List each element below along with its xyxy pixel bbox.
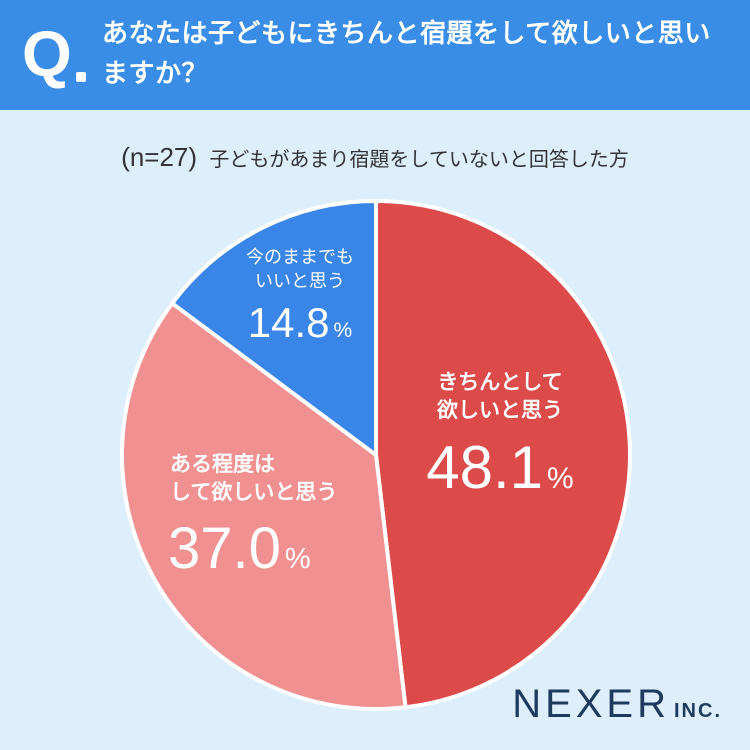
pie-slice-as-is [170,199,378,457]
question-header: Q あなたは子どもにきちんと宿題をして欲しいと思いますか？ [0,0,750,110]
slice-label-strongly: きちんとして 欲しいと思う 48.1% [400,368,600,498]
slice-value: 48.1% [400,438,600,498]
question-text: あなたは子どもにきちんと宿題をして欲しいと思いますか？ [102,19,711,89]
slice-label-line1: ある程度は [170,452,275,476]
sample-text: 子どもがあまり宿題をしていないと回答した方 [209,147,629,171]
nexer-logo: NEXER INC. [512,682,722,727]
slice-value-number: 48.1 [426,434,544,501]
slice-label-line1: 今のままでも [246,247,354,268]
slice-value-unit: % [547,462,574,495]
pie-slice-somewhat [120,301,408,711]
slice-value: 14.8% [210,302,390,344]
sample-size: (n=27) [121,142,198,172]
sample-description: (n=27) 子どもがあまり宿題をしていないと回答した方 [0,142,750,173]
slice-value-number: 37.0 [168,516,281,581]
slice-label-line1: きちんとして [437,370,563,394]
pie-slice-strongly [374,199,632,710]
q-dot [76,72,86,82]
slice-value-unit: % [284,543,311,575]
slice-label-line2: いいと思う [255,271,345,292]
slice-label-line2: して欲しいと思う [170,480,338,504]
slice-value-number: 14.8 [247,299,330,346]
slice-value-unit: % [333,319,353,342]
q-mark: Q [22,18,72,90]
logo-inc: INC. [674,700,722,722]
slice-label-line2: 欲しいと思う [437,398,563,422]
slice-label-as-is: 今のままでも いいと思う 14.8% [210,246,390,344]
logo-main: NEXER [512,682,670,726]
slice-value: 37.0% [150,520,390,578]
slice-label-somewhat: ある程度は して欲しいと思う 37.0% [150,450,390,578]
